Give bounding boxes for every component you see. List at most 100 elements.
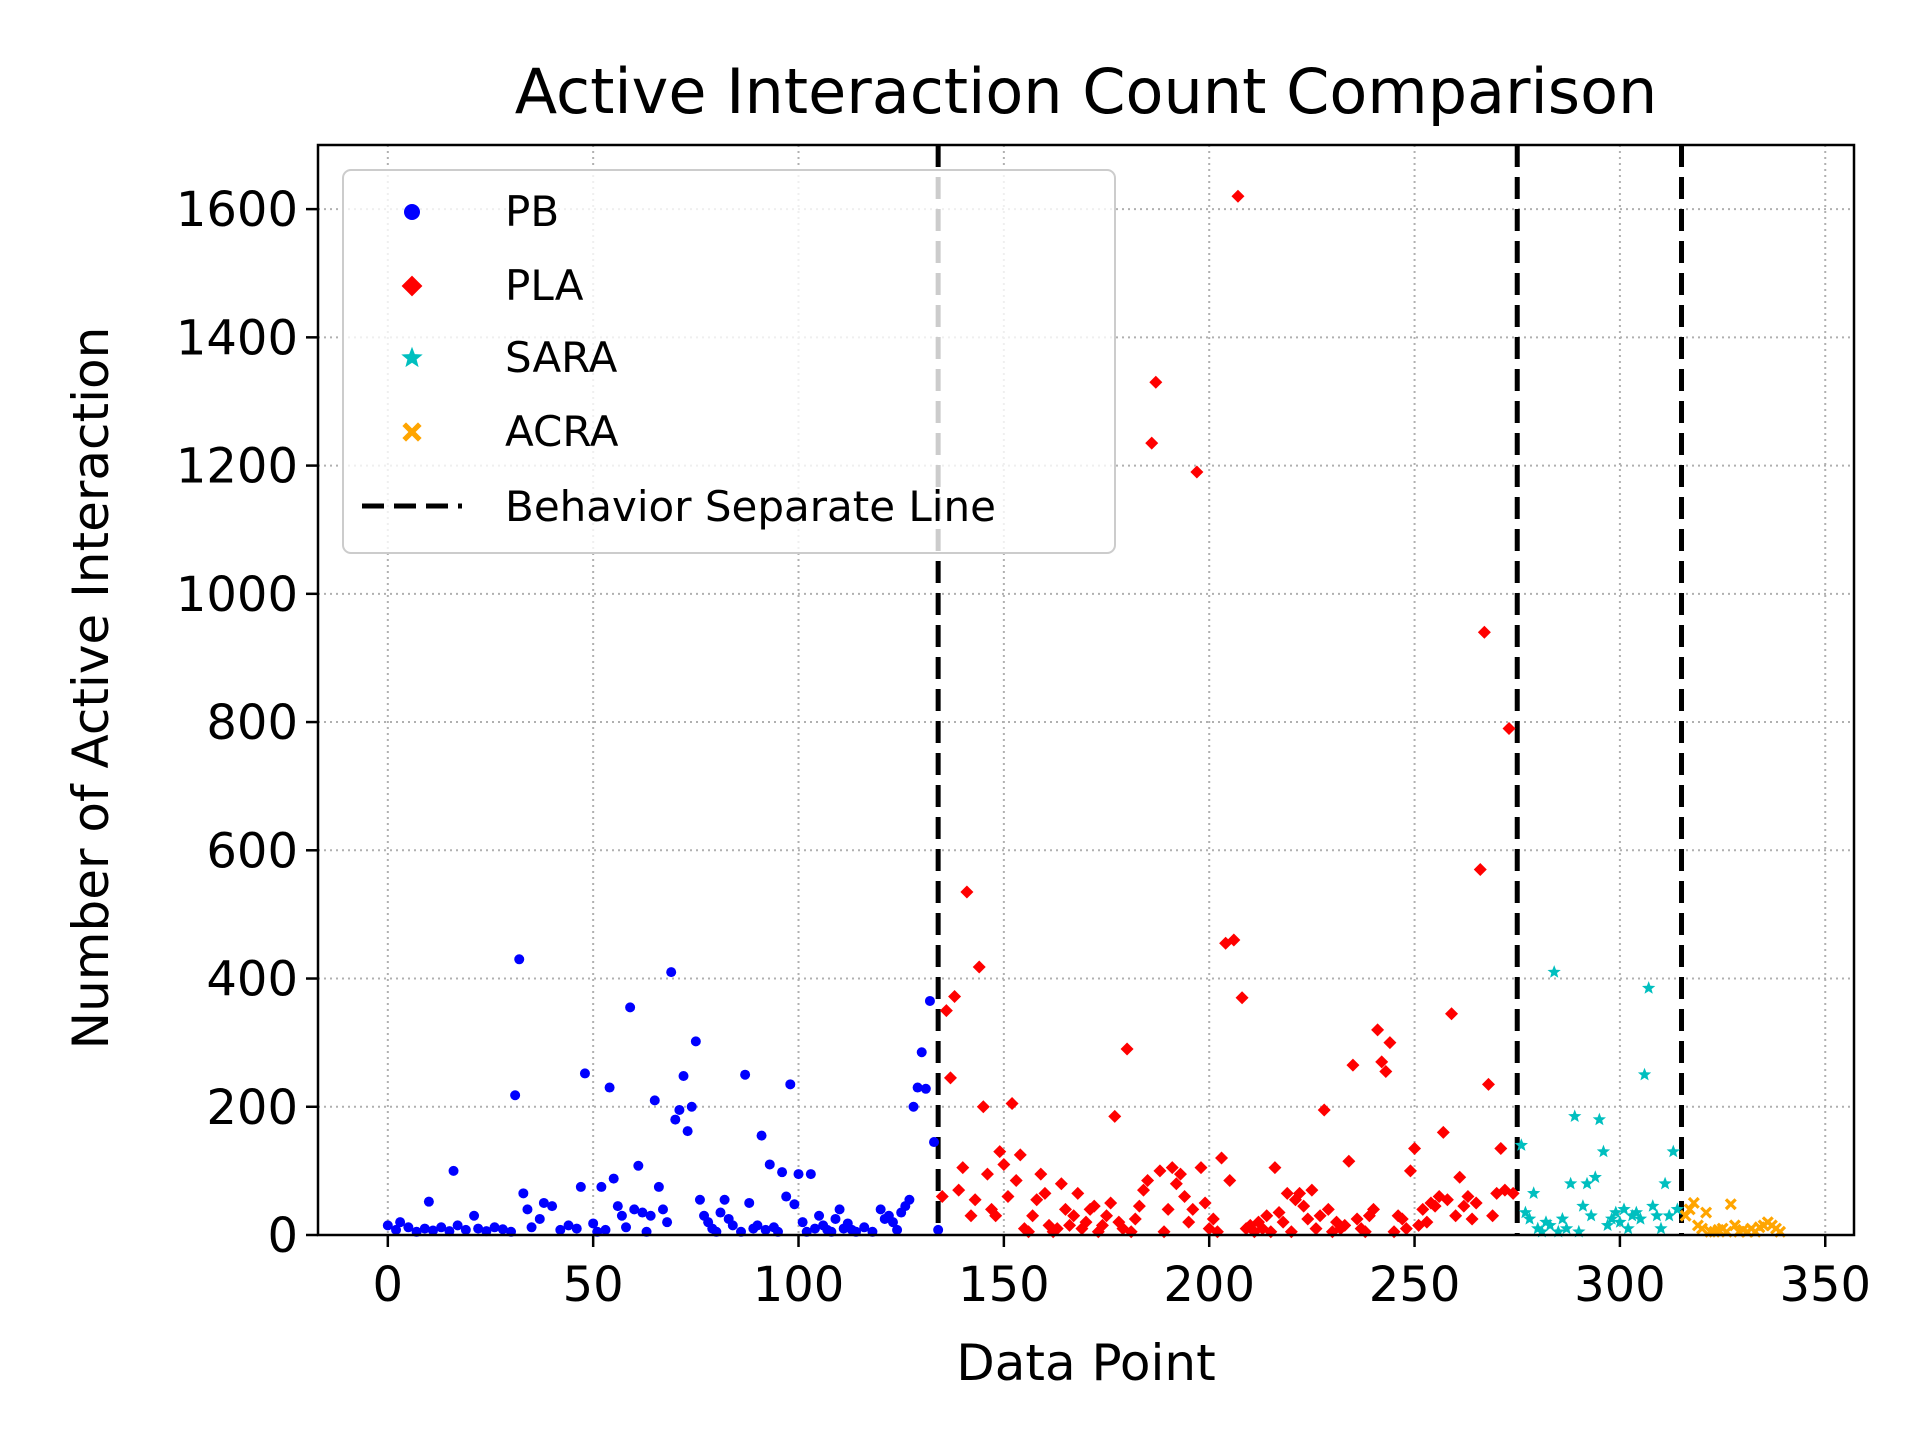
point-sara [1531, 1221, 1545, 1235]
y-tick-label: 0 [267, 1208, 298, 1264]
point-pla [956, 1161, 970, 1175]
point-pla [1223, 1174, 1237, 1187]
point-pb [497, 1224, 508, 1235]
point-pla [993, 1145, 1007, 1159]
point-pb [427, 1225, 438, 1236]
point-pla [1375, 1055, 1389, 1069]
legend-label-pb: PB [505, 187, 559, 236]
point-sara [1637, 1067, 1652, 1081]
point-pb [924, 995, 935, 1006]
point-pla [1440, 1193, 1454, 1207]
chart-title: Active Interaction Count Comparison [515, 55, 1658, 128]
point-sara [1613, 1215, 1627, 1228]
point-pb [719, 1194, 730, 1205]
point-pla [976, 1100, 990, 1114]
point-pla [1194, 1161, 1208, 1175]
point-sara [1629, 1205, 1643, 1219]
point-pb [563, 1220, 574, 1231]
point-pla [1058, 1202, 1072, 1216]
point-pb [600, 1224, 611, 1235]
point-pla [1486, 1209, 1500, 1223]
point-pb [653, 1181, 664, 1192]
point-pla [1132, 1199, 1146, 1213]
point-pla [1280, 1186, 1294, 1200]
point-pla [1198, 1196, 1212, 1210]
point-pla [1481, 1077, 1495, 1091]
point-acra [1683, 1203, 1696, 1216]
point-pla [1366, 1202, 1380, 1216]
x-tick-label: 0 [373, 1257, 404, 1313]
y-tick-label: 1200 [176, 439, 298, 495]
point-pla [1399, 1222, 1413, 1236]
point-pla [1005, 1097, 1019, 1111]
point-sara [1564, 1176, 1578, 1190]
point-pla [1054, 1177, 1068, 1191]
point-acra [1687, 1196, 1700, 1209]
point-pla [1465, 1212, 1479, 1226]
point-sara [1588, 1170, 1602, 1183]
legend-marker-pb [404, 204, 420, 220]
y-tick-label: 1400 [176, 310, 298, 366]
point-pb [588, 1218, 599, 1229]
legend-box [342, 169, 1116, 554]
point-pla [1038, 1186, 1052, 1200]
point-sara [1543, 1218, 1557, 1231]
point-pb [933, 1224, 944, 1235]
point-pla [1461, 1190, 1475, 1204]
point-pla [1149, 375, 1163, 389]
point-pb [777, 1167, 788, 1178]
point-pb [473, 1223, 484, 1234]
y-tick-label: 800 [206, 695, 298, 751]
point-pb [403, 1222, 414, 1233]
point-pb [616, 1210, 627, 1221]
y-tick-label: 400 [206, 952, 298, 1008]
point-pb [489, 1222, 500, 1233]
point-pla [1095, 1218, 1109, 1232]
point-sara [1592, 1112, 1606, 1126]
point-pb [657, 1204, 668, 1215]
point-pla [1445, 1007, 1459, 1021]
legend-label-separator: Behavior Separate Line [505, 482, 996, 531]
point-pla [1293, 1186, 1307, 1200]
point-sara [1518, 1205, 1533, 1219]
point-pla [1231, 189, 1245, 203]
point-sara [1584, 1208, 1598, 1222]
point-sara [1617, 1202, 1631, 1215]
point-pb [682, 1126, 693, 1137]
point-pb [391, 1224, 402, 1235]
point-pla [1395, 1212, 1409, 1226]
x-axis-ticks: 0 50 100 150 200 250 300 350 [373, 1235, 1871, 1313]
point-pla [968, 1193, 982, 1207]
point-pla [1321, 1202, 1335, 1216]
point-pb [538, 1197, 549, 1208]
point-pb [805, 1169, 816, 1180]
point-pb [756, 1130, 767, 1141]
point-pla [960, 885, 974, 899]
point-pb [645, 1210, 656, 1221]
point-pb [859, 1222, 870, 1233]
x-tick-label: 50 [563, 1257, 624, 1313]
point-sara [1559, 1221, 1574, 1235]
point-pla [1145, 436, 1159, 450]
point-pb [752, 1220, 763, 1231]
point-pla [1272, 1206, 1286, 1220]
point-pla [1416, 1202, 1430, 1216]
point-pb [547, 1201, 558, 1212]
point-pb [793, 1169, 804, 1180]
point-pla [980, 1167, 994, 1181]
point-sara [1625, 1208, 1639, 1222]
point-pb [892, 1224, 903, 1235]
point-pla [1235, 991, 1249, 1005]
point-pla [1050, 1222, 1064, 1236]
point-pb [608, 1173, 619, 1184]
point-pla [935, 1190, 949, 1204]
point-pla [1502, 721, 1516, 735]
point-pla [1169, 1177, 1183, 1191]
legend-label-pla: PLA [505, 261, 584, 310]
point-pb [419, 1223, 430, 1234]
point-pb [715, 1207, 726, 1218]
point-pla [1342, 1154, 1356, 1168]
point-acra [1700, 1206, 1713, 1219]
point-pb [920, 1083, 931, 1094]
